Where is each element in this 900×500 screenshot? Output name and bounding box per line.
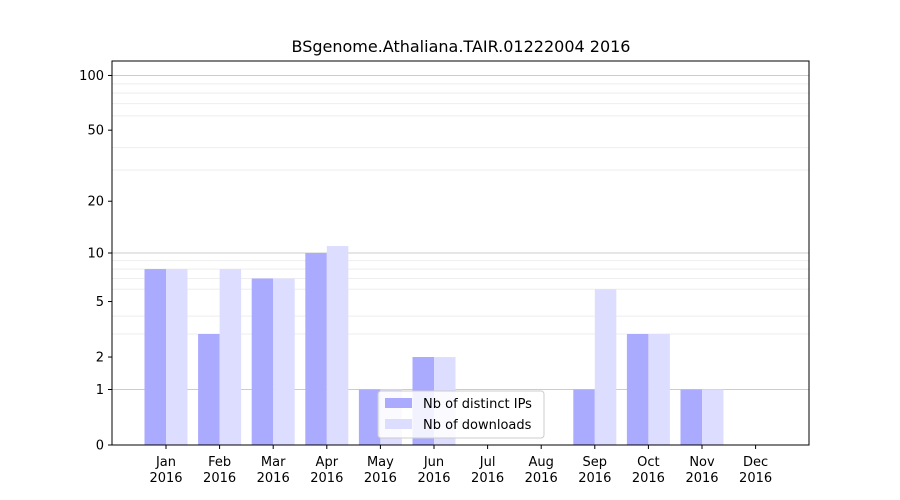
bar-downloads-nov — [702, 389, 724, 445]
x-tick-label-month: May — [367, 455, 394, 470]
x-tick-label-month: Mar — [261, 455, 286, 470]
x-tick-label-month: Feb — [208, 455, 231, 470]
bar-downloads-oct — [648, 333, 670, 445]
bar-ips-nov — [680, 389, 702, 445]
x-tick-label-month: Apr — [316, 455, 339, 470]
y-tick-label: 100 — [79, 69, 104, 84]
x-tick-label-year: 2016 — [578, 471, 611, 486]
bar-downloads-jan — [166, 269, 188, 445]
x-tick-label-year: 2016 — [310, 471, 343, 486]
x-tick-label-year: 2016 — [364, 471, 397, 486]
bar-ips-sep — [573, 389, 595, 445]
legend-swatch — [385, 398, 412, 408]
x-tick-label-month: Dec — [743, 455, 768, 470]
bar-downloads-apr — [326, 246, 349, 445]
y-tick-label: 5 — [96, 295, 104, 310]
x-tick-label-year: 2016 — [739, 471, 772, 486]
y-tick-label: 20 — [87, 195, 104, 210]
x-tick-label-year: 2016 — [149, 471, 182, 486]
chart-title: BSgenome.Athaliana.TAIR.01222004 2016 — [292, 37, 631, 56]
y-tick-label: 0 — [96, 439, 104, 454]
x-tick-label-month: Jan — [155, 455, 176, 470]
legend-label: Nb of downloads — [423, 418, 532, 433]
x-tick-label-year: 2016 — [632, 471, 665, 486]
bar-ips-feb — [198, 333, 220, 445]
bar-downloads-feb — [219, 269, 242, 445]
legend-label: Nb of distinct IPs — [423, 397, 532, 412]
bar-downloads-sep — [594, 289, 617, 445]
x-tick-label-month: Sep — [583, 455, 608, 470]
bar-ips-jan — [144, 269, 166, 445]
x-tick-label-year: 2016 — [525, 471, 558, 486]
x-tick-label-year: 2016 — [685, 471, 718, 486]
bar-ips-oct — [626, 333, 649, 445]
y-tick-label: 50 — [87, 124, 104, 139]
legend-swatch — [385, 419, 412, 429]
x-tick-label-month: Oct — [637, 455, 659, 470]
x-tick-label-month: Jul — [479, 455, 496, 470]
legend-box — [377, 390, 545, 439]
y-tick-label: 2 — [96, 351, 104, 366]
x-tick-label-year: 2016 — [203, 471, 236, 486]
y-tick-label: 10 — [87, 247, 104, 262]
x-tick-label-month: Jun — [423, 455, 444, 470]
x-tick-label-month: Aug — [529, 455, 554, 470]
x-tick-label-year: 2016 — [257, 471, 290, 486]
x-tick-label-month: Nov — [689, 455, 715, 470]
bar-ips-apr — [305, 253, 327, 445]
bar-ips-mar — [251, 278, 274, 445]
y-tick-label: 1 — [96, 383, 104, 398]
bar-ips-may — [358, 389, 381, 445]
x-tick-label-year: 2016 — [417, 471, 450, 486]
bar-downloads-mar — [273, 278, 295, 445]
x-tick-label-year: 2016 — [471, 471, 504, 486]
